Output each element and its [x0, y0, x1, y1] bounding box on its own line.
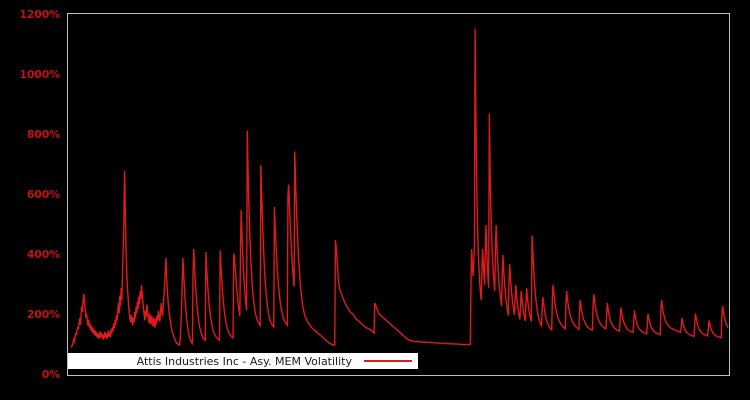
- ytick-label-1000: 1000%: [19, 68, 60, 81]
- legend-line-swatch: [364, 360, 412, 362]
- ytick-label-0: 0%: [41, 368, 60, 381]
- ytick-label-1200: 1200%: [19, 8, 60, 21]
- ytick-label-600: 600%: [26, 188, 60, 201]
- ytick-label-400: 400%: [26, 248, 60, 261]
- ytick-label-200: 200%: [26, 308, 60, 321]
- chart-legend: Attis Industries Inc - Asy. MEM Volatili…: [68, 353, 418, 369]
- legend-series-label: Attis Industries Inc - Asy. MEM Volatili…: [136, 354, 352, 368]
- series-line-attis-asy-mem-volatility: [70, 28, 729, 348]
- ytick-label-800: 800%: [26, 128, 60, 141]
- plot-frame: [67, 13, 730, 376]
